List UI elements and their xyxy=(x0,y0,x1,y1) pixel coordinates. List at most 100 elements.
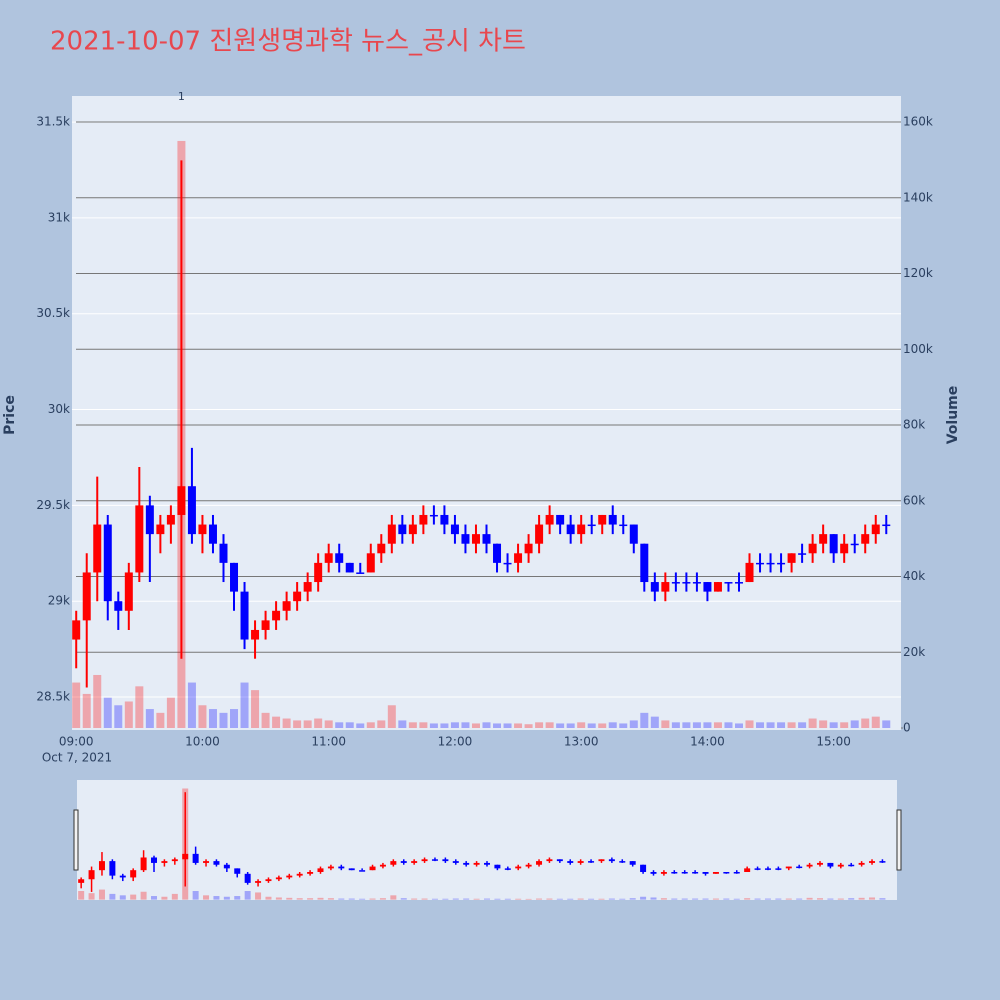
mini-volume-bar xyxy=(764,898,771,900)
mini-candle-body xyxy=(608,859,615,862)
mini-volume-bar xyxy=(775,898,782,900)
range-handle[interactable] xyxy=(73,809,79,871)
mini-candle-body xyxy=(317,868,324,872)
mini-volume-bar xyxy=(192,891,199,900)
volume-bar xyxy=(419,722,428,729)
volume-bar xyxy=(503,723,512,729)
mini-volume-bar xyxy=(796,898,803,900)
mini-candle-body xyxy=(234,868,241,874)
candle-body xyxy=(577,524,586,535)
mini-candle-body xyxy=(265,879,272,882)
mini-volume-bar xyxy=(327,898,334,900)
mini-volume-bar xyxy=(556,898,563,900)
mini-candle-body xyxy=(775,868,782,870)
volume-bar xyxy=(850,720,859,729)
mini-volume-bar xyxy=(88,893,95,900)
y-tick-label: 30.5k xyxy=(36,306,70,320)
candle-body xyxy=(124,572,133,611)
mini-candle-body xyxy=(192,853,199,863)
volume-bar xyxy=(335,722,344,729)
volume-bar xyxy=(230,709,239,729)
mini-volume-bar xyxy=(546,898,553,900)
mini-volume-bar xyxy=(515,898,522,900)
volume-bar xyxy=(82,693,91,729)
volume-bar xyxy=(514,723,523,729)
mini-candle-body xyxy=(702,871,709,874)
chart-title: 2021-10-07 진원생명과학 뉴스_공시 차트 xyxy=(50,27,526,57)
mini-candle-body xyxy=(421,859,428,862)
mini-candle-body xyxy=(692,871,699,874)
mini-volume-bar xyxy=(744,898,751,900)
mini-volume-bar xyxy=(525,898,532,900)
mini-candle-body xyxy=(556,859,563,862)
mini-candle-body xyxy=(140,857,147,871)
mini-candle-body xyxy=(785,866,792,869)
volume-bar xyxy=(524,724,533,729)
mini-candle-body xyxy=(78,879,85,883)
y2-tick-label: 0 xyxy=(903,721,911,735)
volume-bar xyxy=(482,722,491,729)
volume-bar xyxy=(440,723,449,729)
mini-volume-bar xyxy=(858,897,865,900)
mini-volume-bar xyxy=(442,898,449,900)
volume-bar xyxy=(72,682,81,729)
candle-body xyxy=(871,524,880,535)
mini-candle-body xyxy=(442,859,449,862)
volume-bar xyxy=(293,720,302,729)
mini-volume-bar xyxy=(151,896,158,900)
mini-candle-body xyxy=(733,871,740,874)
mini-volume-bar xyxy=(463,898,470,900)
candle-body xyxy=(629,524,638,544)
volume-bar xyxy=(471,723,480,729)
candle-body xyxy=(261,620,270,630)
volume-bar xyxy=(187,682,196,729)
mini-candle-body xyxy=(119,875,126,878)
candle-body xyxy=(819,534,828,544)
candle-body xyxy=(135,505,144,573)
mini-candle-body xyxy=(244,873,251,883)
mini-candle-body xyxy=(275,877,282,880)
mini-candle-body xyxy=(109,861,116,876)
mini-volume-bar xyxy=(577,898,584,900)
mini-candle-body xyxy=(390,861,397,865)
candle-body xyxy=(566,524,575,535)
mini-volume-bar xyxy=(452,898,459,900)
volume-bar xyxy=(619,723,628,729)
mini-volume-bar xyxy=(650,897,657,900)
candle-body xyxy=(208,524,217,544)
x-date-label: Oct 7, 2021 xyxy=(42,751,112,765)
candle-body xyxy=(503,562,512,565)
mini-volume-bar xyxy=(98,889,105,900)
mini-volume-bar xyxy=(536,898,543,900)
candle-body xyxy=(514,553,523,563)
candle-body xyxy=(692,582,701,584)
mini-candle-body xyxy=(816,862,823,865)
candle-body xyxy=(787,553,796,563)
candle-body xyxy=(766,562,775,565)
x-tick-label: 10:00 xyxy=(185,735,220,749)
volume-bar xyxy=(208,709,217,729)
candle-body xyxy=(703,582,712,592)
candle-body xyxy=(661,582,670,592)
volume-bar xyxy=(303,720,312,729)
mini-volume-bar xyxy=(213,896,220,900)
range-handle[interactable] xyxy=(896,809,902,871)
range-slider[interactable] xyxy=(77,780,897,900)
volume-bar xyxy=(724,722,733,729)
mini-candle-body xyxy=(452,861,459,863)
volume-bar xyxy=(535,722,544,729)
volume-bar xyxy=(703,722,712,729)
candle-body xyxy=(471,534,480,544)
mini-volume-bar xyxy=(317,897,324,900)
mini-volume-bar xyxy=(640,896,647,900)
volume-bar xyxy=(861,718,870,729)
volume-bar xyxy=(124,701,133,729)
mini-volume-bar xyxy=(827,898,834,900)
candle-body xyxy=(535,524,544,544)
mini-candle-body xyxy=(577,861,584,863)
candle-body xyxy=(293,591,302,602)
mini-volume-bar xyxy=(171,893,178,900)
y-tick-label: 29.5k xyxy=(36,498,70,512)
volume-bar xyxy=(871,716,880,729)
mini-volume-bar xyxy=(265,896,272,900)
